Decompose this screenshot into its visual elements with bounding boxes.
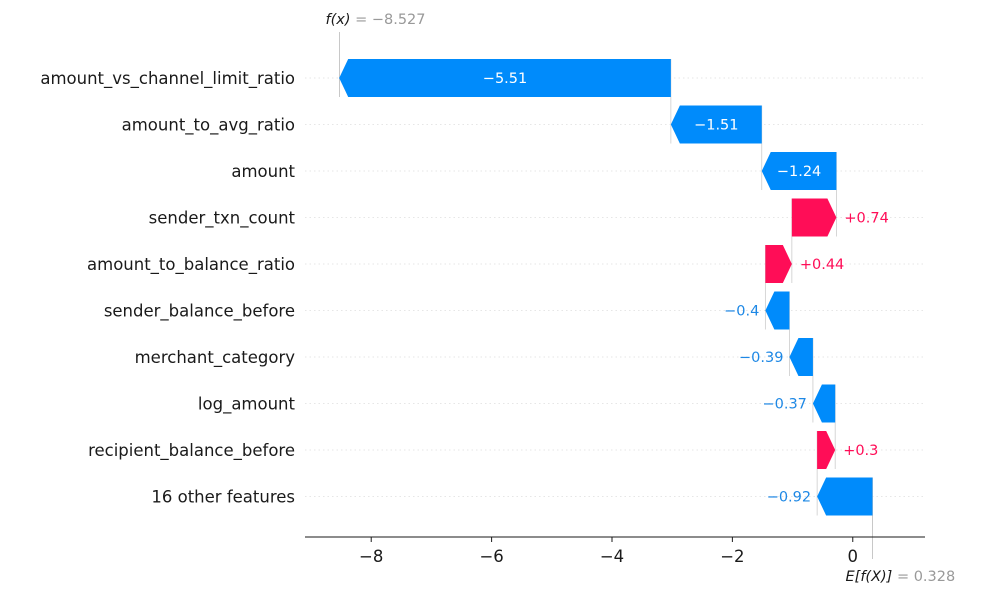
bar-value-label: +0.44 xyxy=(800,257,844,273)
feature-label: merchant_category xyxy=(135,348,296,368)
feature-label: log_amount xyxy=(198,395,296,415)
feature-label: amount_vs_channel_limit_ratio xyxy=(40,69,295,89)
feature-label: amount_to_avg_ratio xyxy=(122,116,295,136)
feature-label: recipient_balance_before xyxy=(88,441,295,461)
waterfall-bar xyxy=(765,245,792,283)
waterfall-bar xyxy=(812,384,836,423)
feature-labels: amount_vs_channel_limit_ratio amount_to_a… xyxy=(40,69,295,507)
feature-label: sender_txn_count xyxy=(149,209,296,229)
fx-value: = −8.527 xyxy=(355,12,425,28)
bar-value-label: −0.37 xyxy=(762,397,806,413)
x-tick-label: −4 xyxy=(600,547,624,566)
fx-label: f(x) = −8.527 xyxy=(325,12,425,28)
x-tick-label: −6 xyxy=(479,547,503,566)
bar-value-label: +0.3 xyxy=(843,443,878,459)
fx-label-text: f(x) xyxy=(325,12,355,28)
bar-value-label: +0.74 xyxy=(844,211,888,227)
x-tick-label: −2 xyxy=(720,547,744,566)
x-axis: −8 −6 −4 −2 0 xyxy=(305,536,925,566)
bar-value-label: −0.39 xyxy=(739,350,783,366)
bars: −5.51 −1.51 −1.24 +0.74 +0.44 −0.4 −0.39 −0.37 +… xyxy=(339,59,889,516)
waterfall-bar xyxy=(765,291,790,330)
waterfall-bar xyxy=(789,338,813,376)
bar-value-label: −0.4 xyxy=(724,304,759,320)
waterfall-bar xyxy=(339,59,671,97)
bar-value-label: −0.92 xyxy=(767,490,811,506)
waterfall-bar xyxy=(791,198,837,237)
efx-label-text: E[f(X)] xyxy=(846,569,897,585)
annotations: f(x) = −8.527 E[f(X)] = 0.328 xyxy=(325,12,955,585)
feature-label: amount xyxy=(231,162,295,181)
bar-value-label: −1.24 xyxy=(777,164,821,180)
waterfall-bar xyxy=(817,477,873,516)
bar-value-label: −5.51 xyxy=(483,71,527,87)
feature-label: sender_balance_before xyxy=(104,302,295,322)
efx-label: E[f(X)] = 0.328 xyxy=(846,569,956,585)
x-tick-label: 0 xyxy=(848,547,859,566)
bar-value-label: −1.51 xyxy=(694,118,738,134)
feature-label: amount_to_balance_ratio xyxy=(87,255,295,275)
x-tick-label: −8 xyxy=(359,547,383,566)
waterfall-bar xyxy=(817,431,836,469)
efx-value: = 0.328 xyxy=(897,569,955,585)
waterfall-bar xyxy=(670,105,762,144)
waterfall-bar xyxy=(761,152,837,190)
feature-label: 16 other features xyxy=(151,488,295,507)
